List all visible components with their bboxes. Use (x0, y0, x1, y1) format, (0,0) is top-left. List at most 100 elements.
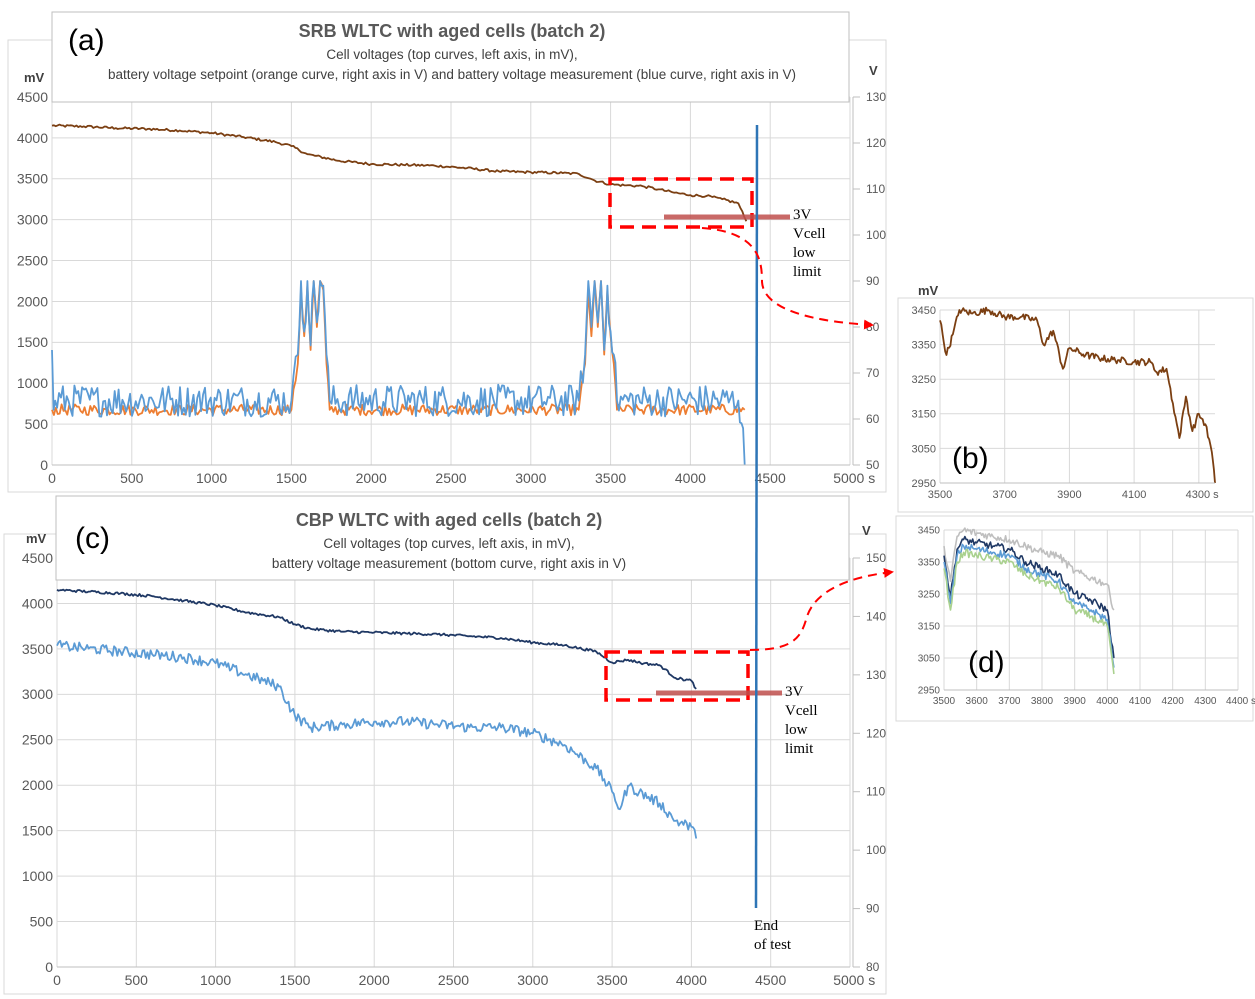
panel-a-axes: 0 500 1000 1500 2000 2500 3000 3500 4000 4500 0 500… (17, 63, 887, 486)
annotation-line: Vcell (793, 226, 825, 242)
x-tick-label: 3500 (928, 489, 952, 501)
y-tick-label: 3350 (918, 558, 941, 569)
panel-c-low-limit-label: 3V Vcell low limit (785, 684, 817, 757)
y-tick-label: 4000 (17, 130, 48, 146)
y2-tick-label: 110 (866, 182, 885, 196)
y2-tick-label: 60 (866, 412, 880, 426)
panel-c-zoom-box (604, 650, 750, 702)
y-tick-label: 3000 (22, 686, 53, 702)
x-tick-label: 3500 (933, 696, 956, 707)
series-line-3 (51, 280, 746, 466)
y2-tick-label: 130 (866, 668, 886, 682)
panel-a-title: SRB WLTC with aged cells (batch 2) (299, 21, 606, 41)
x-tick-label: 1500 (276, 470, 307, 486)
y-tick-label: 3250 (912, 374, 936, 386)
y2-tick-label: 80 (866, 960, 880, 974)
x-tick-label: 4400 s (1226, 696, 1255, 707)
annotation-line: low (793, 245, 816, 261)
y-tick-label: 2000 (22, 777, 53, 793)
y-tick-label: 4500 (17, 89, 48, 105)
y-tick-label: 4500 (22, 550, 53, 566)
y-tick-label: 2500 (22, 732, 53, 748)
y2-tick-label: 100 (866, 228, 886, 242)
x-tick-label: 2000 (359, 972, 390, 988)
y-tick-label: 1000 (17, 375, 48, 391)
y-tick-label: 3150 (912, 409, 936, 421)
x-tick-label: 2500 (435, 470, 466, 486)
x-tick-label: 4000 (676, 972, 707, 988)
y2-tick-label: 100 (866, 843, 886, 857)
y-tick-label: 1500 (17, 334, 48, 350)
annotations: 3V Vcell low limit 3V Vcell low limit End of te… (604, 124, 894, 953)
y2-tick-label: 50 (866, 458, 880, 472)
panel-d-label: (d) (968, 646, 1005, 679)
annotation-line: limit (785, 741, 814, 757)
y2-tick-label: 120 (866, 726, 886, 740)
panel-d-series (943, 527, 1115, 675)
panel-a-subtitle-line2: battery voltage setpoint (orange curve, … (108, 67, 796, 82)
y-tick-label: 2500 (17, 252, 48, 268)
y-tick-label: 0 (45, 959, 53, 975)
series-line-2 (943, 535, 1115, 659)
y-tick-label: 1500 (22, 823, 53, 839)
x-tick-label: 2500 (438, 972, 469, 988)
annotation-line: limit (793, 264, 822, 280)
panel-b-label: (b) (952, 442, 989, 475)
y-tick-label: 500 (30, 913, 54, 929)
panel-c-subtitle-line1: Cell voltages (top curves, left axis, in… (323, 536, 574, 551)
x-tick-label: 3000 (517, 972, 548, 988)
y2-tick-label: 140 (866, 609, 886, 623)
x-tick-label: 4100 (1122, 489, 1146, 501)
y-tick-label: 3500 (22, 641, 53, 657)
x-tick-label: 500 (125, 972, 149, 988)
y-tick-label: 2000 (17, 293, 48, 309)
y2-tick-label: 80 (866, 320, 880, 334)
y-tick-label: 3350 (912, 339, 936, 351)
y2-tick-label: 70 (866, 366, 880, 380)
y2-tick-label: 120 (866, 136, 886, 150)
y-tick-label: 2950 (918, 686, 941, 697)
y2-tick-label: 110 (866, 785, 885, 799)
x-tick-label: 4300 s (1186, 489, 1220, 501)
panel-c-axes: 0 500 1000 1500 2000 2500 3000 3500 4000 4500 0 500… (22, 523, 887, 988)
y2-tick-label: 90 (866, 274, 880, 288)
panel-b-series (939, 306, 1216, 484)
x-tick-label: 4500 (755, 972, 786, 988)
x-tick-label: 500 (120, 470, 144, 486)
x-tick-label: 5000 s (833, 972, 875, 988)
y-tick-label: 3500 (17, 171, 48, 187)
panel-a-label: (a) (68, 24, 105, 57)
x-tick-label: 1000 (196, 470, 227, 486)
x-tick-label: 4000 (1096, 696, 1119, 707)
x-tick-label: 3900 (1057, 489, 1081, 501)
end-of-test-line (754, 124, 759, 909)
x-tick-label: 3500 (597, 972, 628, 988)
y-tick-label: 3050 (918, 654, 941, 665)
annotation-line: of test (754, 937, 792, 953)
x-tick-label: 3000 (515, 470, 546, 486)
x-tick-label: 5000 s (833, 470, 875, 486)
series-line-2 (56, 639, 698, 839)
panel-c-chart: 0 500 1000 1500 2000 2500 3000 3500 4000 4500 0 500… (3, 495, 887, 995)
panel-c-title: CBP WLTC with aged cells (batch 2) (296, 510, 602, 530)
y-tick-label: 4000 (22, 595, 53, 611)
annotation-line: 3V (785, 684, 804, 700)
series-line-1 (943, 527, 1115, 611)
y2-tick-label: 150 (866, 551, 886, 565)
x-tick-label: 4100 (1129, 696, 1152, 707)
panel-c-series (56, 588, 698, 839)
x-tick-label: 2000 (356, 470, 387, 486)
y-tick-label: 0 (40, 457, 48, 473)
x-tick-label: 3500 (595, 470, 626, 486)
y-tick-label: 500 (25, 416, 49, 432)
panel-b-chart: 2950 3050 3150 3250 3350 3450 3500 3700 3900 4100… (897, 283, 1254, 513)
x-tick-label: 3600 (966, 696, 989, 707)
x-tick-label: 0 (48, 470, 56, 486)
y-tick-label: 3150 (918, 622, 941, 633)
y-tick-label: 3450 (918, 526, 941, 537)
panel-a-low-limit-label: 3V Vcell low limit (793, 207, 825, 280)
y-tick-label: 1000 (22, 868, 53, 884)
x-tick-label: 3800 (1031, 696, 1054, 707)
x-tick-label: 3700 (998, 696, 1021, 707)
